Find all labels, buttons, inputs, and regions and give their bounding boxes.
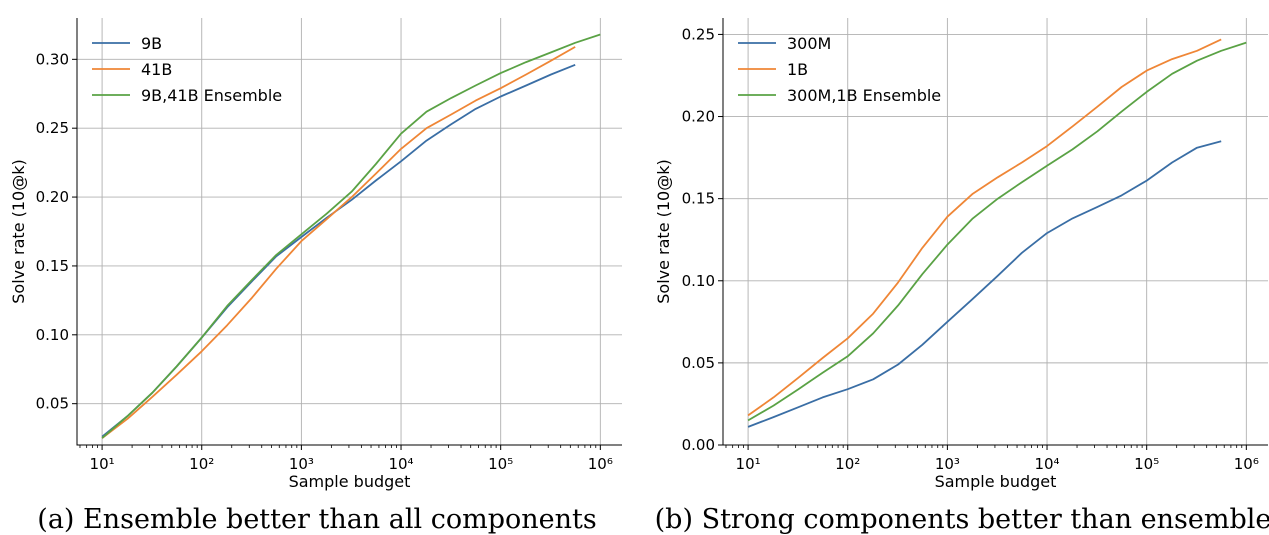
x-tick-label: 10⁶: [1234, 455, 1259, 473]
x-tick-label: 10¹: [736, 455, 761, 473]
legend-entry: 9B: [141, 34, 162, 53]
x-tick-label: 10⁵: [1134, 455, 1159, 473]
chart-panel-b: 10¹ 10² 10³ 10⁴ 10⁵ 10⁶ 0.00 0.05 0.10 0.15 0.20 0.…: [654, 18, 1269, 535]
x-tick-label: 10⁴: [388, 455, 413, 473]
series-line-3: [101, 33, 601, 439]
x-tick-label: 10¹: [90, 455, 115, 473]
series-line-2: [101, 46, 576, 439]
y-tick-label: 0.15: [36, 257, 69, 275]
y-tick-label: 0.10: [682, 272, 715, 290]
y-tick-label: 0.00: [682, 436, 715, 454]
legend: 9B 41B 9B,41B Ensemble: [92, 34, 282, 105]
y-tick-label: 0.25: [36, 119, 69, 137]
axis-spines: [722, 18, 1268, 446]
x-tick-label: 10³: [289, 455, 314, 473]
x-tick-label: 10³: [935, 455, 960, 473]
x-tick-label: 10⁵: [488, 455, 513, 473]
x-tick-label: 10²: [189, 455, 214, 473]
legend-entry: 300M,1B Ensemble: [787, 86, 941, 105]
x-axis-label: Sample budget: [935, 472, 1057, 491]
y-tick-label: 0.25: [682, 25, 715, 43]
y-tick-label: 0.15: [682, 190, 715, 208]
chart-panel-a: 10¹ 10² 10³ 10⁴ 10⁵ 10⁶ 0.05 0.10 0.15 0.20 0.25 0.…: [9, 18, 622, 535]
legend-entry: 1B: [787, 60, 808, 79]
series-line-2: [747, 38, 1222, 417]
y-tick-label: 0.20: [682, 108, 715, 126]
panel-caption: (a) Ensemble better than all components: [37, 504, 596, 535]
y-axis-label: Solve rate (10@k): [654, 159, 673, 303]
series-line-1: [747, 140, 1222, 428]
y-tick-label: 0.10: [36, 326, 69, 344]
legend-entry: 41B: [141, 60, 172, 79]
panel-caption: (b) Strong components better than ensemb…: [655, 504, 1269, 535]
x-axis-label: Sample budget: [289, 472, 411, 491]
legend: 300M 1B 300M,1B Ensemble: [738, 34, 941, 105]
y-tick-label: 0.20: [36, 188, 69, 206]
x-tick-label: 10⁴: [1034, 455, 1059, 473]
legend-entry: 300M: [787, 34, 831, 53]
grid-lines: [723, 18, 1268, 446]
x-tick-label: 10²: [835, 455, 860, 473]
y-tick-label: 0.05: [36, 395, 69, 413]
axis-spines: [76, 18, 622, 446]
y-axis-label: Solve rate (10@k): [9, 159, 28, 303]
x-tick-label: 10⁶: [588, 455, 613, 473]
y-tick-label: 0.30: [36, 50, 69, 68]
grid-lines: [77, 18, 622, 445]
y-tick-label: 0.05: [682, 354, 715, 372]
legend-entry: 9B,41B Ensemble: [141, 86, 282, 105]
series-line-1: [101, 63, 576, 438]
series-line-3: [747, 41, 1247, 422]
